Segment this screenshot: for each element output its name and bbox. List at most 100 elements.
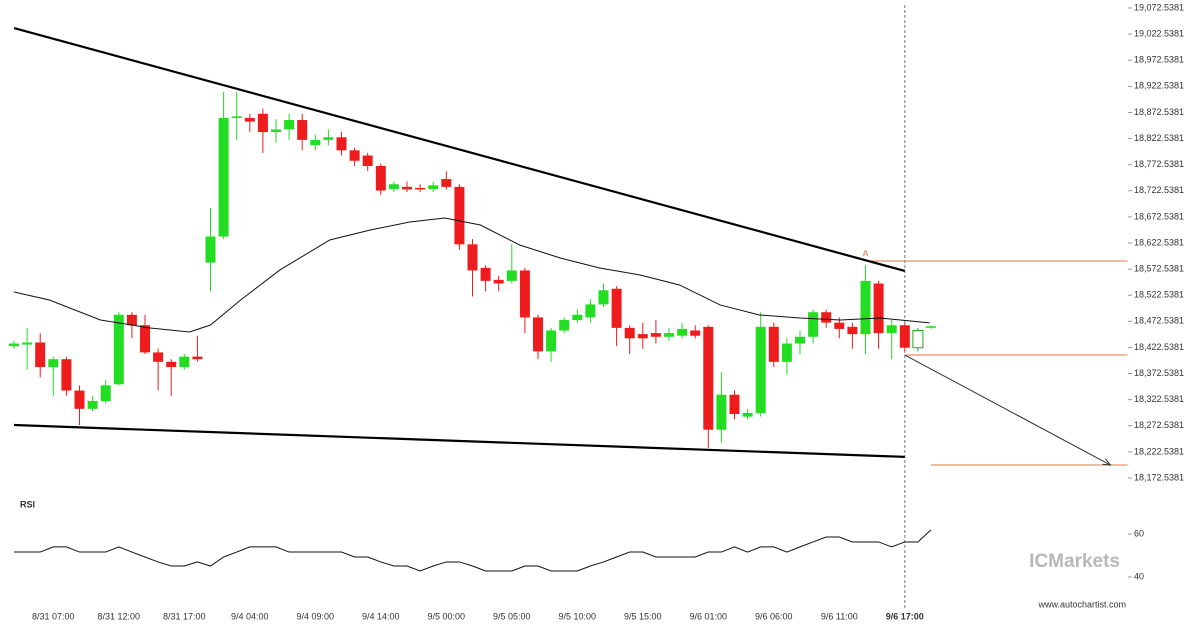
candle-body	[9, 343, 19, 347]
candle-body	[664, 333, 674, 337]
candle-body	[808, 312, 819, 337]
candle-body	[271, 129, 281, 133]
y-tick-label: 18,322.5381	[1134, 394, 1184, 404]
candle-body	[87, 400, 98, 409]
candle-body	[611, 288, 622, 328]
candle-body	[402, 186, 412, 190]
y-tick-label: 18,472.5381	[1134, 316, 1184, 326]
candle-body	[559, 320, 570, 331]
candle-body	[415, 187, 426, 190]
candle-body	[349, 150, 360, 161]
candle-body	[35, 342, 46, 368]
x-tick-label: 9/6 06:00	[755, 611, 793, 621]
candle-body	[847, 326, 858, 335]
candle-body	[886, 325, 897, 334]
candle-body	[912, 329, 924, 349]
x-tick-label: 9/6 17:00	[886, 611, 924, 621]
rsi-tick-label: 60	[1134, 528, 1144, 538]
candle-body	[113, 314, 124, 385]
candle-body	[598, 290, 609, 305]
watermark: ICMarkets	[1029, 551, 1120, 572]
candle-body	[126, 314, 137, 326]
candle-body	[166, 361, 177, 368]
moving-average	[13, 217, 930, 333]
candle-body	[441, 179, 452, 187]
candle-body	[375, 165, 386, 191]
candle-body	[493, 279, 504, 284]
trendline	[13, 423, 905, 458]
candle-body	[795, 336, 805, 344]
candle-body	[153, 352, 164, 362]
candle-body	[690, 330, 701, 336]
candle-body	[519, 270, 530, 318]
y-tick-label: 19,022.5381	[1134, 28, 1184, 38]
candle-body	[336, 137, 347, 151]
x-tick-label: 9/5 15:00	[624, 611, 662, 621]
x-tick-label: 9/4 09:00	[297, 611, 335, 621]
y-tick-label: 18,972.5381	[1134, 55, 1184, 65]
x-tick-label: 9/5 10:00	[559, 611, 597, 621]
candle-body	[768, 326, 779, 362]
candle-body	[716, 394, 727, 430]
candle-body	[703, 326, 714, 430]
candle-body	[362, 155, 373, 166]
y-tick-label: 18,272.5381	[1134, 420, 1184, 430]
candle-body	[284, 120, 295, 130]
source: www.autochartist.com	[1037, 599, 1126, 609]
candle-body	[585, 304, 596, 318]
candle-body	[205, 236, 216, 263]
candle-body	[677, 328, 688, 336]
x-tick-label: 8/31 17:00	[163, 611, 206, 621]
candle-body	[388, 184, 399, 189]
candle-body	[873, 283, 884, 334]
arrow-head	[1102, 458, 1112, 466]
x-tick-label: 9/4 04:00	[231, 611, 269, 621]
candle-body	[323, 137, 334, 140]
candle-body	[834, 322, 845, 329]
candle-body	[533, 317, 543, 352]
x-tick-label: 8/31 12:00	[98, 611, 141, 621]
y-tick-label: 18,572.5381	[1134, 263, 1184, 273]
y-tick-label: 18,422.5381	[1134, 342, 1184, 352]
y-tick-label: 18,172.5381	[1134, 472, 1184, 482]
candle-body	[428, 185, 439, 189]
x-tick-label: 9/6 01:00	[690, 611, 728, 621]
candle-body	[179, 356, 190, 368]
candle-body	[572, 314, 583, 321]
candle-body	[297, 120, 308, 140]
annotation: A	[862, 248, 868, 258]
rsi-tick-label: 40	[1134, 571, 1144, 581]
y-tick-label: 18,922.5381	[1134, 81, 1184, 91]
y-tick-label: 18,372.5381	[1134, 368, 1184, 378]
trendline	[13, 26, 906, 273]
candle-body	[742, 413, 753, 417]
rsi-line	[14, 529, 932, 572]
candle-body	[821, 312, 832, 323]
candle-body	[310, 139, 321, 146]
candle-body	[218, 117, 229, 237]
candle-body	[899, 325, 910, 348]
y-tick-label: 18,672.5381	[1134, 211, 1184, 221]
candle-body	[140, 325, 150, 353]
candle-body	[231, 116, 242, 118]
y-tick-label: 19,072.5381	[1134, 2, 1184, 12]
candle-body	[257, 113, 268, 133]
candle-body	[546, 330, 557, 352]
candle-body	[61, 359, 72, 391]
rsi-title: RSI	[20, 499, 35, 509]
candle-body	[74, 390, 85, 409]
y-tick-label: 18,222.5381	[1134, 446, 1184, 456]
y-tick-label: 18,822.5381	[1134, 133, 1184, 143]
y-tick-label: 18,872.5381	[1134, 107, 1184, 117]
candle-body	[637, 334, 648, 339]
forecast-arrow	[904, 354, 1111, 466]
x-tick-label: 8/31 07:00	[32, 611, 75, 621]
candle-body	[926, 326, 936, 328]
candle-body	[480, 267, 491, 281]
candle-body	[244, 117, 255, 122]
x-tick-label: 9/6 11:00	[821, 611, 858, 621]
candle-body	[781, 343, 792, 362]
x-tick-label: 9/5 00:00	[428, 611, 466, 621]
